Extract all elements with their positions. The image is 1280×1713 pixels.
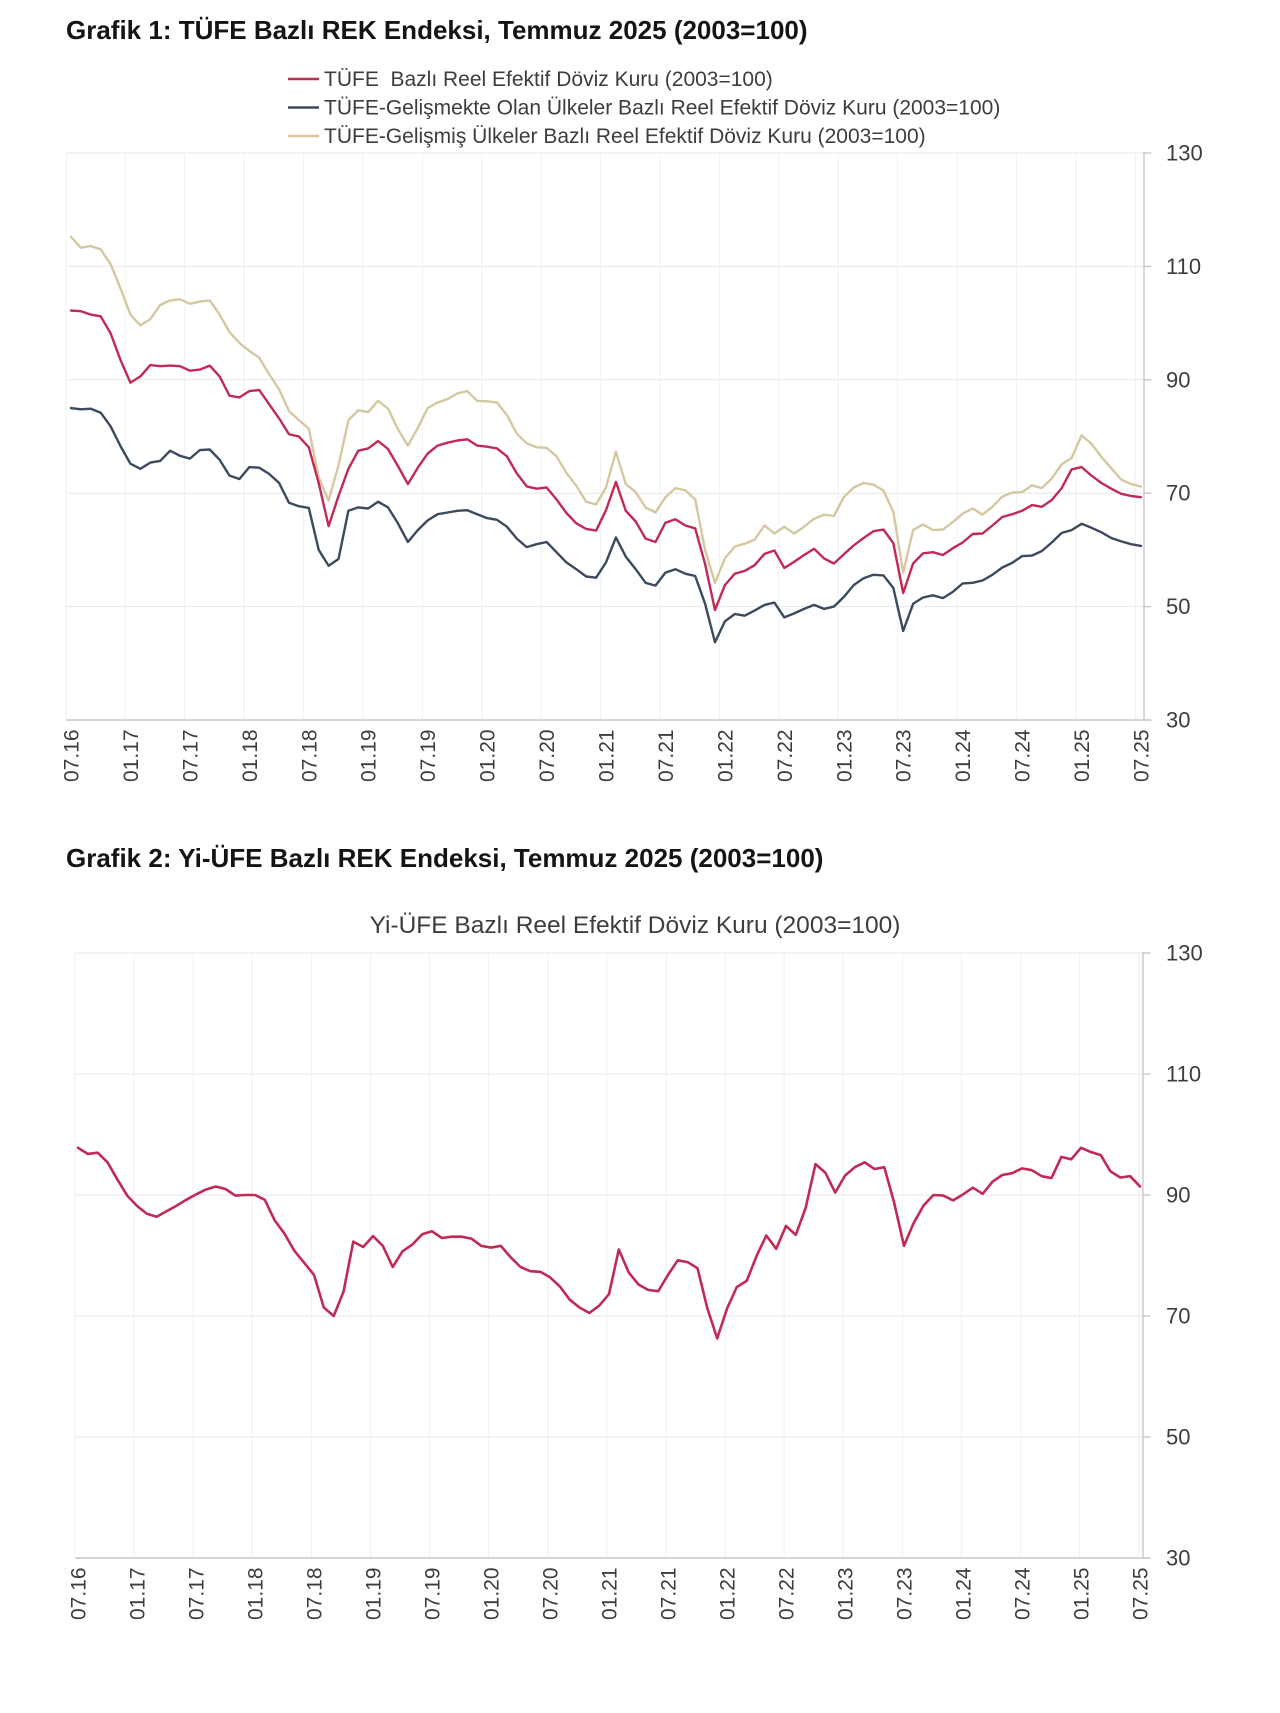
svg-text:07.17: 07.17	[179, 729, 202, 782]
svg-text:07.22: 07.22	[776, 1567, 799, 1620]
svg-text:TÜFE-Gelişmekte Olan Ülkeler B: TÜFE-Gelişmekte Olan Ülkeler Bazlı Reel …	[324, 97, 1000, 120]
svg-text:110: 110	[1166, 254, 1201, 279]
svg-text:01.19: 01.19	[358, 729, 381, 782]
svg-text:Grafik 2: Yi-ÜFE Bazlı REK End: Grafik 2: Yi-ÜFE Bazlı REK Endeksi, Temm…	[66, 843, 823, 873]
svg-text:07.16: 07.16	[61, 729, 84, 782]
svg-text:07.20: 07.20	[536, 729, 559, 782]
svg-text:07.16: 07.16	[68, 1567, 91, 1620]
svg-text:01.22: 01.22	[717, 1567, 740, 1620]
svg-text:01.17: 01.17	[127, 1567, 150, 1620]
svg-text:01.24: 01.24	[952, 729, 975, 782]
svg-text:01.17: 01.17	[120, 729, 143, 782]
svg-text:Grafik 1: TÜFE Bazlı REK Endek: Grafik 1: TÜFE Bazlı REK Endeksi, Temmuz…	[66, 15, 808, 45]
svg-text:130: 130	[1166, 941, 1203, 966]
svg-text:01.19: 01.19	[363, 1567, 386, 1620]
svg-text:01.25: 01.25	[1071, 1567, 1094, 1620]
svg-text:07.21: 07.21	[655, 729, 678, 782]
svg-text:07.19: 07.19	[417, 729, 440, 782]
svg-text:90: 90	[1166, 1183, 1190, 1208]
svg-text:01.25: 01.25	[1071, 729, 1094, 782]
svg-text:07.20: 07.20	[540, 1567, 563, 1620]
svg-text:01.20: 01.20	[481, 1567, 504, 1620]
svg-text:07.18: 07.18	[304, 1567, 327, 1620]
svg-text:07.23: 07.23	[894, 1567, 917, 1620]
svg-text:01.23: 01.23	[835, 1567, 858, 1620]
svg-text:01.21: 01.21	[599, 1567, 622, 1620]
svg-text:01.20: 01.20	[477, 729, 500, 782]
svg-text:110: 110	[1166, 1062, 1201, 1087]
svg-text:07.18: 07.18	[298, 729, 321, 782]
svg-text:01.18: 01.18	[239, 729, 262, 782]
svg-text:30: 30	[1166, 1546, 1190, 1571]
svg-text:07.21: 07.21	[658, 1567, 681, 1620]
svg-text:07.22: 07.22	[774, 729, 797, 782]
svg-text:130: 130	[1166, 141, 1203, 166]
svg-text:01.18: 01.18	[245, 1567, 268, 1620]
svg-text:90: 90	[1166, 367, 1190, 392]
svg-text:TÜFE-Gelişmiş Ülkeler Bazlı Re: TÜFE-Gelişmiş Ülkeler Bazlı Reel Efektif…	[324, 125, 926, 148]
svg-text:07.25: 07.25	[1130, 1567, 1153, 1620]
svg-text:50: 50	[1166, 594, 1190, 619]
svg-text:30: 30	[1166, 708, 1190, 733]
svg-text:01.21: 01.21	[596, 729, 619, 782]
svg-text:07.24: 07.24	[1012, 729, 1035, 782]
svg-text:TÜFE Bazlı Reel Efektif Döviz: TÜFE Bazlı Reel Efektif Döviz Kuru (2003…	[324, 68, 773, 91]
svg-text:07.17: 07.17	[186, 1567, 209, 1620]
svg-text:07.25: 07.25	[1131, 729, 1154, 782]
svg-text:70: 70	[1166, 1304, 1190, 1329]
svg-text:07.19: 07.19	[422, 1567, 445, 1620]
svg-text:01.23: 01.23	[833, 729, 856, 782]
svg-text:07.23: 07.23	[893, 729, 916, 782]
svg-text:Yi-ÜFE Bazlı Reel Efektif Dövi: Yi-ÜFE Bazlı Reel Efektif Döviz Kuru (20…	[370, 912, 901, 939]
svg-text:01.24: 01.24	[953, 1567, 976, 1620]
svg-text:70: 70	[1166, 481, 1190, 506]
svg-text:07.24: 07.24	[1012, 1567, 1035, 1620]
svg-text:01.22: 01.22	[714, 729, 737, 782]
svg-text:50: 50	[1166, 1425, 1190, 1450]
